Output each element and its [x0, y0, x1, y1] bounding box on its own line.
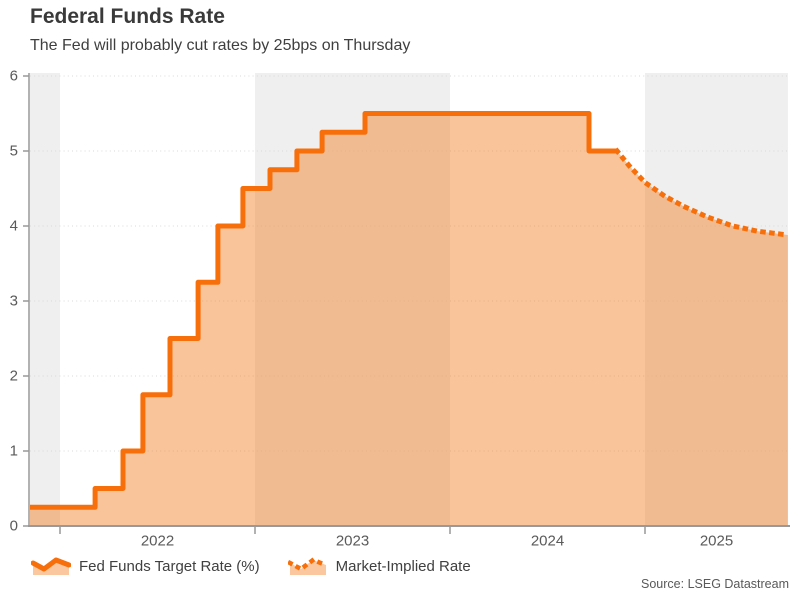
legend-label-fed-funds: Fed Funds Target Rate (%) — [79, 557, 260, 575]
y-tick-label: 6 — [10, 68, 18, 85]
fed-funds-swatch-icon — [31, 557, 71, 575]
rate-area-fill — [30, 113, 788, 526]
year-shading-band — [30, 73, 60, 527]
y-tick-label: 3 — [10, 293, 18, 310]
x-tick-label: 2023 — [336, 533, 369, 550]
y-tick-label: 5 — [10, 143, 18, 160]
market-implied-swatch-icon — [287, 557, 328, 575]
fed-funds-step-line — [30, 111, 618, 510]
y-tick-label: 2 — [10, 368, 18, 385]
y-tick-label: 1 — [10, 443, 18, 460]
year-shading-band — [255, 73, 450, 527]
y-tick-label: 4 — [10, 218, 18, 235]
legend-item-market-implied: Market-Implied Rate — [287, 556, 471, 576]
chart-title: Federal Funds Rate — [30, 5, 225, 28]
legend-label-market-implied: Market-Implied Rate — [335, 557, 471, 575]
chart-legend: Fed Funds Target Rate (%) Market-Implied… — [31, 556, 471, 576]
market-implied-dotted-line — [613, 147, 791, 238]
y-tick-label: 0 — [10, 518, 18, 535]
chart-subtitle: The Fed will probably cut rates by 25bps… — [30, 37, 411, 54]
source-credit: Source: LSEG Datastream — [641, 577, 789, 591]
x-tick-label: 2022 — [141, 533, 174, 550]
legend-item-fed-funds: Fed Funds Target Rate (%) — [31, 556, 260, 576]
x-tick-label: 2025 — [700, 533, 733, 550]
x-tick-label: 2024 — [531, 533, 564, 550]
